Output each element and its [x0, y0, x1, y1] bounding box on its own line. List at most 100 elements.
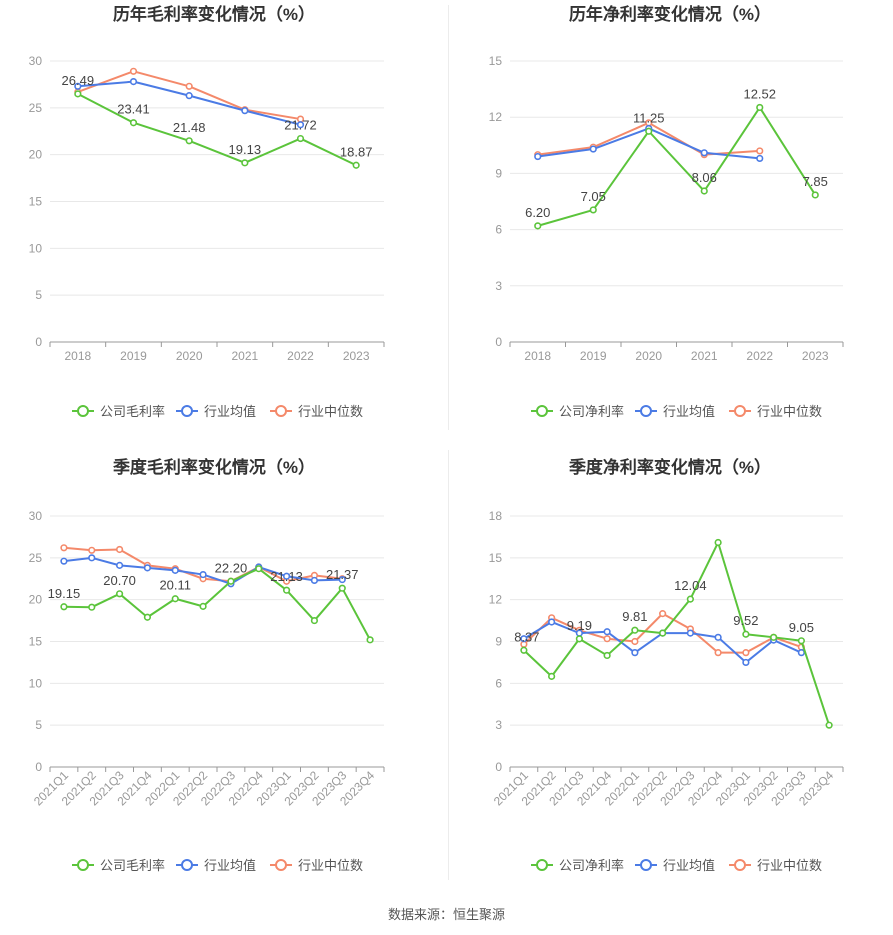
data-point-avg: [88, 554, 96, 562]
legend-item: 公司净利率: [531, 404, 624, 419]
data-label: 21.48: [173, 120, 206, 135]
y-tick-label: 3: [495, 718, 502, 732]
data-point-avg: [797, 649, 805, 657]
data-point-company: [659, 629, 667, 637]
x-tick-label: 2022: [746, 349, 773, 363]
data-point-company: [88, 603, 96, 611]
legend-marker: [536, 405, 548, 417]
legend-marker: [77, 405, 89, 417]
data-point-median: [88, 546, 96, 554]
data-point-company: [548, 672, 556, 680]
data-point-company: [199, 602, 207, 610]
data-point-company: [742, 630, 750, 638]
data-point-median: [631, 637, 639, 646]
data-point-avg: [185, 92, 193, 100]
data-label: 21.37: [326, 567, 359, 582]
data-source: 数据来源：恒生聚源: [387, 907, 505, 922]
data-point-company: [338, 584, 346, 592]
data-point-company: [770, 633, 778, 641]
y-tick-label: 15: [489, 54, 503, 68]
data-point-company: [825, 721, 833, 729]
legend-item: 公司净利率: [531, 858, 624, 873]
data-point-median: [714, 649, 722, 657]
legend-item: 行业中位数: [729, 858, 822, 873]
chart-panel-4: 季度净利率变化情况（%）03691215182021Q12021Q22021Q3…: [489, 457, 844, 873]
data-point-avg: [60, 557, 68, 565]
data-point-company: [797, 637, 805, 645]
data-point-company: [714, 538, 722, 547]
legend-marker: [640, 405, 652, 417]
y-tick-label: 9: [495, 635, 502, 649]
y-tick-label: 5: [35, 288, 42, 302]
data-label: 9.19: [567, 618, 592, 633]
legend-item: 行业均值: [635, 858, 715, 873]
y-tick-label: 20: [29, 593, 43, 607]
legend-label: 行业中位数: [757, 858, 822, 873]
data-point-median: [129, 67, 138, 75]
y-tick-label: 18: [489, 509, 503, 523]
data-point-company: [60, 603, 68, 611]
x-tick-label: 2019: [580, 349, 607, 363]
data-point-avg: [199, 570, 207, 579]
legend-item: 行业中位数: [729, 404, 822, 419]
vertical-divider-bottom: [448, 450, 449, 880]
data-label: 9.52: [733, 613, 758, 628]
data-point-median: [659, 610, 667, 618]
legend-marker: [275, 859, 287, 871]
data-label: 19.15: [48, 586, 81, 601]
data-point-avg: [241, 107, 249, 115]
data-label: 8.06: [692, 170, 717, 185]
data-point-avg: [115, 561, 124, 569]
legend-item: 行业中位数: [270, 858, 363, 873]
data-point-company: [686, 595, 694, 603]
data-point-company: [255, 565, 263, 573]
data-point-median: [60, 544, 68, 552]
y-tick-label: 25: [29, 101, 43, 115]
data-point-avg: [742, 658, 750, 667]
legend-label: 行业均值: [663, 404, 715, 419]
legend-label: 公司毛利率: [100, 858, 165, 873]
data-point-avg: [143, 564, 152, 572]
x-tick-label: 2018: [524, 349, 551, 363]
data-point-company: [241, 159, 249, 167]
y-tick-label: 20: [29, 148, 43, 162]
legend-item: 行业均值: [176, 404, 256, 419]
data-label: 9.05: [789, 620, 814, 635]
legend-label: 公司净利率: [559, 404, 624, 419]
data-point-avg: [756, 154, 764, 163]
y-tick-label: 12: [489, 593, 503, 607]
legend-marker: [536, 859, 548, 871]
data-point-avg: [603, 628, 611, 636]
data-point-company: [603, 651, 611, 660]
data-label: 20.11: [159, 578, 191, 593]
data-point-company: [282, 586, 291, 594]
legend-label: 行业中位数: [298, 858, 363, 873]
x-tick-label: 2020: [176, 349, 203, 363]
legend-item: 公司毛利率: [72, 404, 165, 419]
data-point-company: [296, 134, 305, 143]
legend-marker: [734, 405, 746, 417]
y-tick-label: 30: [29, 509, 43, 523]
x-tick-label: 2023: [802, 349, 829, 363]
y-tick-label: 0: [495, 760, 502, 774]
data-point-avg: [700, 149, 708, 157]
legend-label: 公司毛利率: [100, 404, 165, 419]
x-tick-label: 2021: [231, 349, 258, 363]
data-point-avg: [282, 572, 291, 580]
data-point-company: [756, 103, 764, 112]
data-label: 23.41: [117, 102, 150, 117]
data-point-company: [185, 137, 193, 145]
y-tick-label: 15: [489, 551, 503, 565]
data-label: 12.04: [674, 578, 707, 593]
x-tick-label: 2018: [64, 349, 91, 363]
chart-title: 季度净利率变化情况（%）: [569, 457, 771, 477]
data-point-avg: [129, 78, 138, 86]
legend-marker: [640, 859, 652, 871]
y-tick-label: 30: [29, 54, 43, 68]
data-label: 9.81: [622, 609, 647, 624]
y-tick-label: 0: [35, 760, 42, 774]
data-point-company: [74, 90, 82, 98]
data-label: 11.25: [633, 110, 665, 125]
data-point-avg: [520, 635, 528, 643]
legend-item: 行业中位数: [270, 404, 363, 419]
